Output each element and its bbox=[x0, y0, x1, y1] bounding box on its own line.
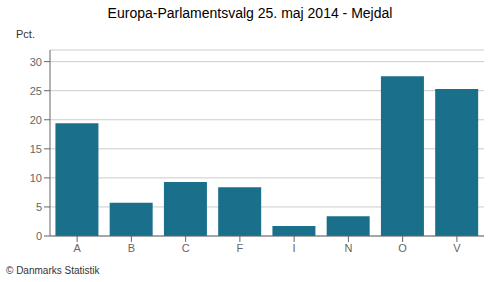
svg-text:N: N bbox=[344, 242, 352, 254]
svg-text:V: V bbox=[453, 242, 461, 254]
svg-text:15: 15 bbox=[30, 143, 42, 155]
svg-text:B: B bbox=[128, 242, 135, 254]
svg-text:F: F bbox=[237, 242, 244, 254]
svg-text:O: O bbox=[398, 242, 407, 254]
svg-text:0: 0 bbox=[36, 230, 42, 242]
html-text:Pct.: Pct. bbox=[16, 28, 35, 40]
svg-text:I: I bbox=[293, 242, 296, 254]
svg-text:A: A bbox=[73, 242, 81, 254]
svg-text:10: 10 bbox=[30, 172, 42, 184]
svg-text:30: 30 bbox=[30, 56, 42, 68]
svg-text:C: C bbox=[182, 242, 190, 254]
svg-text:20: 20 bbox=[30, 114, 42, 126]
svg-text:5: 5 bbox=[36, 201, 42, 213]
svg-text:25: 25 bbox=[30, 85, 42, 97]
html-text:© Danmarks Statistik: © Danmarks Statistik bbox=[6, 265, 100, 276]
html-text:Europa-Parlamentsvalg 25. maj: Europa-Parlamentsvalg 25. maj 2014 - Mej… bbox=[107, 5, 393, 21]
